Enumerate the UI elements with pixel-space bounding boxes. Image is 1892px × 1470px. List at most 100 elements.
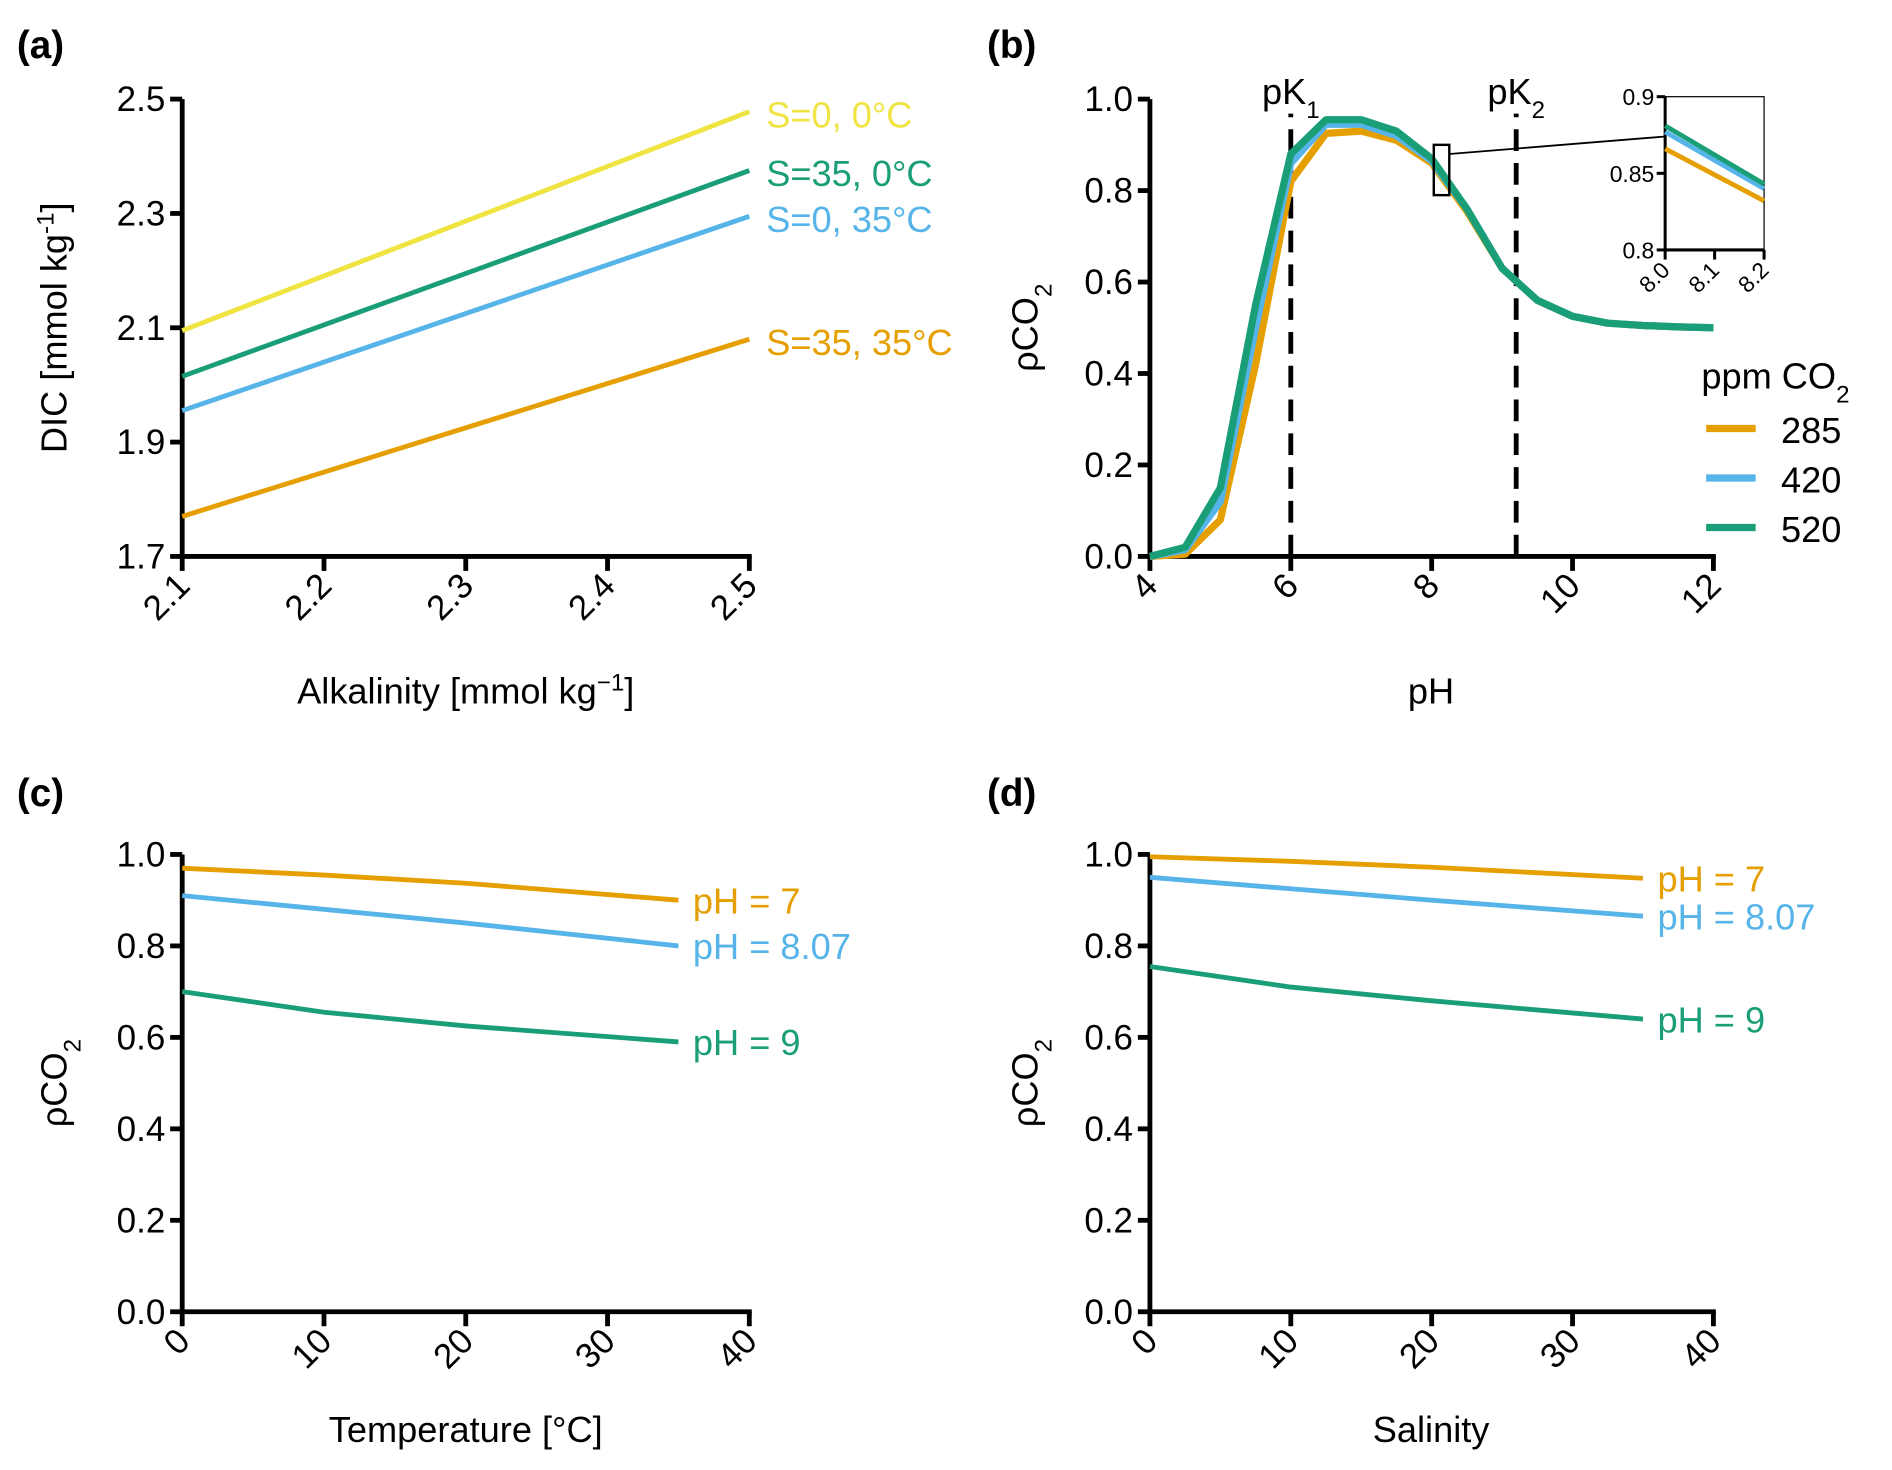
inset-series-420 [1663, 129, 1766, 191]
series-label: S=0, 0°C [766, 94, 912, 135]
y-axis-label-text: ρCO [33, 1052, 74, 1127]
legend-title: ppm CO2 [1701, 356, 1849, 409]
panel-label: (a) [17, 24, 64, 67]
inset-series-520 [1663, 123, 1766, 187]
pk-label-sub: 2 [1532, 96, 1545, 123]
x-tick-label: 30 [1533, 1321, 1588, 1376]
x-tick-label: 2.4 [561, 566, 623, 628]
series-line-420 [1149, 120, 1714, 560]
legend-label: 285 [1781, 410, 1841, 451]
series-label: pH = 7 [1657, 859, 1765, 900]
y-axis-label-text: DIC [mmol kg [33, 234, 74, 453]
inset-x-tick-label: 8.1 [1683, 257, 1724, 298]
series-label: pH = 8.07 [693, 926, 851, 967]
inset-series-285 [1664, 146, 1766, 204]
y-axis-label-end: ] [33, 202, 74, 212]
y-tick-label: 0.0 [1084, 1293, 1133, 1332]
x-tick-label: 10 [1251, 1321, 1306, 1376]
legend-label: 520 [1781, 509, 1841, 550]
series-line-pH-7 [1149, 854, 1644, 881]
pk-label-sub: 1 [1306, 96, 1319, 123]
y-axis-label-text: ρCO [1005, 1052, 1046, 1127]
x-tick-label: 20 [426, 1321, 481, 1376]
x-axis-label: Salinity [1373, 1409, 1491, 1450]
series-line-285 [1149, 127, 1714, 561]
y-tick-label: 0.2 [1084, 446, 1133, 485]
x-tick-label: 2.2 [277, 566, 339, 628]
y-axis-label-sub: 2 [1030, 1039, 1057, 1052]
y-tick-label: 0.2 [117, 1201, 166, 1240]
y-tick-label: 0.8 [117, 927, 166, 966]
series-label: pH = 8.07 [1657, 896, 1815, 937]
x-axis-label: pH [1408, 671, 1454, 712]
y-tick-label: 2.3 [117, 194, 166, 233]
series-label: S=35, 0°C [766, 153, 932, 194]
y-tick-label: 1.0 [1084, 80, 1133, 119]
y-tick-label: 0.0 [1084, 537, 1133, 576]
y-tick-label: 0.8 [1084, 172, 1133, 211]
series-label: S=0, 35°C [766, 199, 932, 240]
y-tick-label: 0.4 [117, 1110, 166, 1149]
x-tick-label: 8 [1406, 566, 1447, 607]
x-axis-label-end: ] [624, 671, 634, 712]
x-tick-label: 40 [1674, 1321, 1729, 1376]
x-tick-label: 0 [1124, 1321, 1165, 1362]
legend-label: 420 [1781, 459, 1841, 500]
inset-y-tick-label: 0.8 [1622, 237, 1654, 263]
series-label: pH = 7 [693, 880, 801, 921]
inset-y-tick-label: 0.85 [1610, 161, 1655, 187]
series-line-520 [1149, 116, 1714, 560]
zoom-leader-line [1449, 135, 1666, 155]
inset-chart: 0.80.850.98.0 8.1 8.2 [1610, 84, 1774, 298]
series-line-S-35-0-C [181, 168, 751, 379]
x-axis-label-text: Alkalinity [mmol kg [297, 671, 597, 712]
legend-title-text: ppm CO [1701, 356, 1836, 397]
pk-label-text: pK [1487, 71, 1531, 112]
y-axis-label: ρCO2 [1005, 284, 1058, 372]
series-line-pH-9 [181, 989, 679, 1045]
x-tick-label: 20 [1392, 1321, 1447, 1376]
y-axis-label: DIC [mmol kg-1] [32, 202, 75, 453]
panel-label: (d) [987, 772, 1036, 815]
y-tick-label: 1.0 [117, 836, 166, 875]
y-tick-label: 0.6 [1084, 263, 1133, 302]
x-tick-label: 10 [1533, 566, 1588, 621]
pk-label-text: pK [1262, 71, 1306, 112]
y-axis-label-sup: -1 [32, 212, 59, 233]
y-tick-label: 1.0 [1084, 836, 1133, 875]
x-tick-label: 2.3 [419, 566, 481, 628]
pk-label: pK2 [1487, 71, 1545, 124]
series-line-pH-7 [182, 865, 679, 903]
x-tick-label: 10 [284, 1321, 339, 1376]
series-line-S-35-35-C [181, 336, 751, 519]
y-axis-label: ρCO2 [1005, 1039, 1058, 1127]
x-tick-label: 30 [568, 1321, 623, 1376]
series-line-S-0-0-C [181, 109, 751, 333]
x-axis-label: Alkalinity [mmol kg−1] [297, 669, 634, 712]
y-tick-label: 1.9 [117, 423, 166, 462]
series-line-pH-9 [1149, 964, 1644, 1022]
y-tick-label: 2.1 [117, 309, 166, 348]
panel-label: (b) [987, 24, 1036, 67]
panel-c: (c) 0.0 0.2 0.4 0.6 0.8 1.0 0 10 20 30 40 Temperatur… [17, 772, 851, 1450]
x-tick-label: 12 [1674, 566, 1729, 621]
y-axis-label: ρCO2 [33, 1039, 86, 1127]
legend-title-sub: 2 [1836, 381, 1849, 408]
series-line-S-0-35-C [181, 214, 751, 413]
pk-label: pK1 [1262, 71, 1320, 124]
panel-a: (a)1.71.92.12.32.52.1 2.2 2.3 2.4 2.5Alkalin… [17, 24, 953, 712]
series-line-pH-8-07 [1149, 874, 1644, 919]
y-axis-label-sub: 2 [1030, 284, 1057, 297]
y-axis-label-text: ρCO [1005, 297, 1046, 372]
x-tick-label: 6 [1265, 566, 1306, 607]
series-label: S=35, 35°C [766, 322, 953, 363]
zoom-box [1432, 143, 1451, 197]
y-tick-label: 2.5 [117, 80, 166, 119]
panel-label: (c) [17, 772, 64, 815]
y-tick-label: 0.8 [1084, 927, 1133, 966]
y-tick-label: 0.2 [1084, 1201, 1133, 1240]
y-tick-label: 0.6 [117, 1018, 166, 1057]
